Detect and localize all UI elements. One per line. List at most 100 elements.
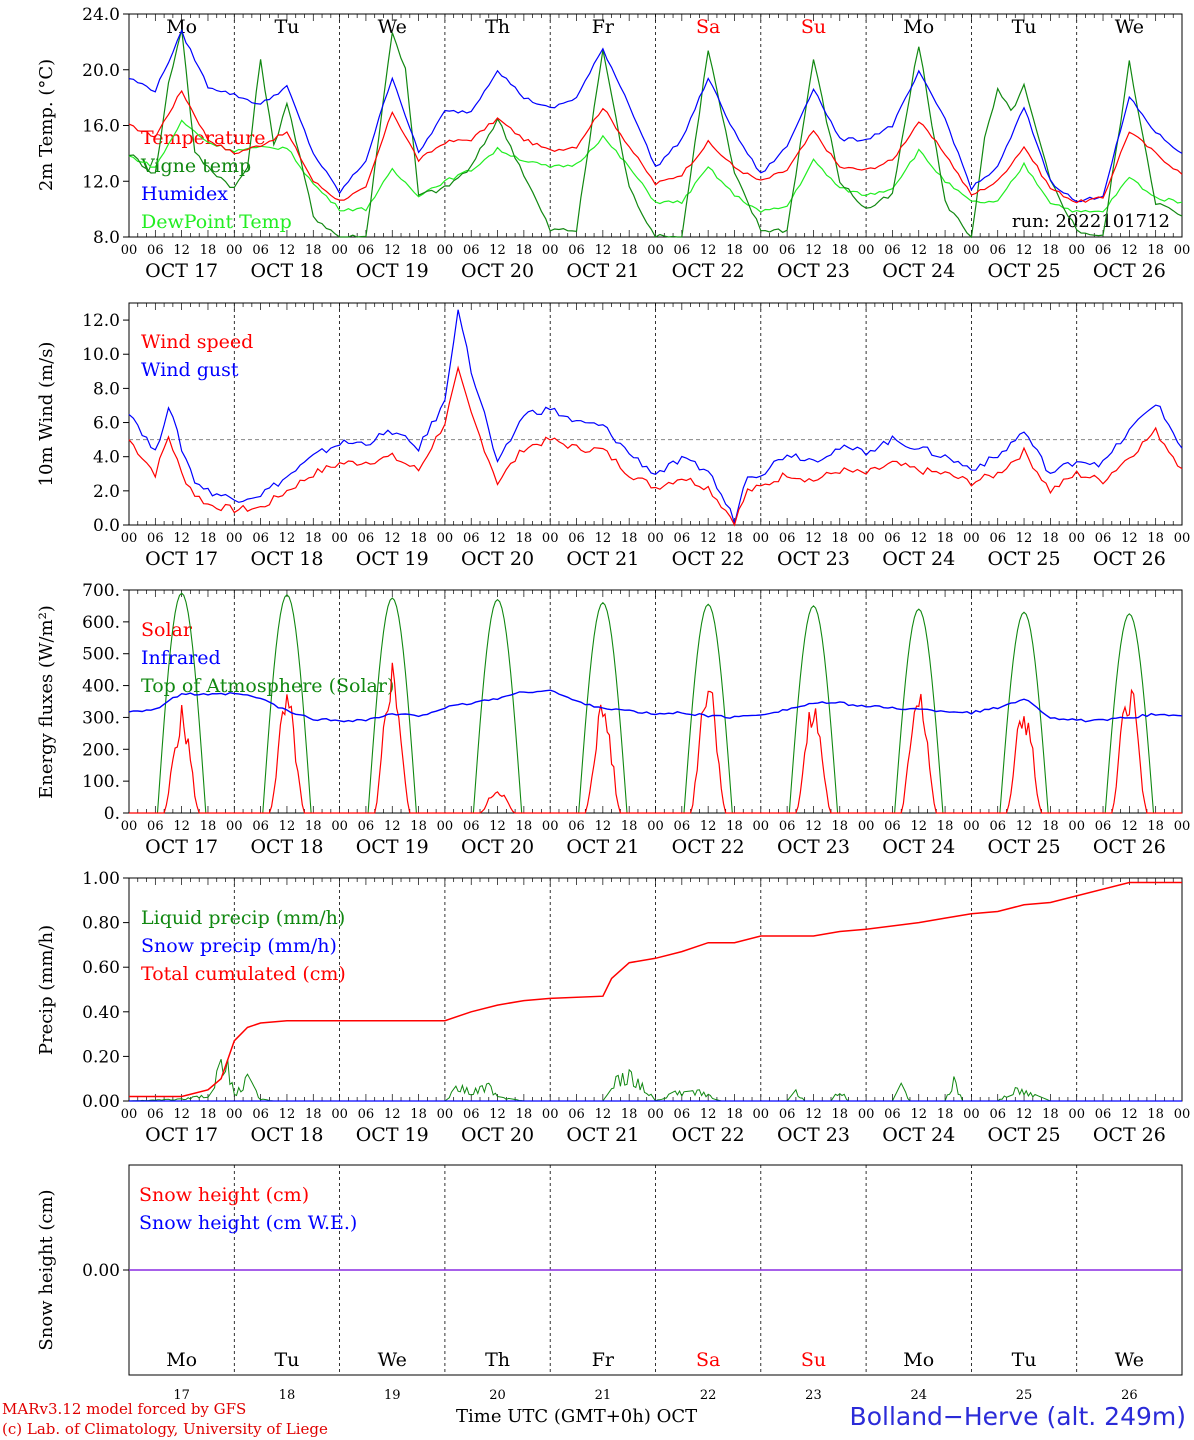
hour-tick-label: 06 <box>568 819 585 834</box>
hour-tick-label: 18 <box>516 243 533 258</box>
hour-tick-label: 06 <box>463 531 480 546</box>
hour-tick-label: 06 <box>884 819 901 834</box>
date-label: OCT 21 <box>566 1124 639 1146</box>
hour-tick-label: 18 <box>832 819 849 834</box>
legend-entry: Wind speed <box>141 331 253 353</box>
date-label: OCT 25 <box>988 548 1061 570</box>
y-tick-label: 24.0 <box>82 5 120 25</box>
y-tick-label: 16.0 <box>82 117 120 137</box>
hour-tick-label: 00 <box>542 1107 559 1122</box>
hour-tick-label: 18 <box>726 1107 743 1122</box>
hour-tick-label: 00 <box>226 819 243 834</box>
hour-tick-label: 00 <box>858 531 875 546</box>
hour-tick-label: 12 <box>910 531 927 546</box>
weekday-label: Tu <box>274 1349 299 1371</box>
day-number-label: 22 <box>700 1388 717 1403</box>
date-label: OCT 17 <box>145 1124 218 1146</box>
hour-tick-label: 12 <box>1016 243 1033 258</box>
hour-tick-label: 00 <box>437 531 454 546</box>
x-axis-label: Time UTC (GMT+0h) OCT <box>456 1406 698 1427</box>
y-tick-label: 8.0 <box>93 379 120 399</box>
weekday-label: Sa <box>696 16 720 38</box>
date-label: OCT 22 <box>672 836 745 858</box>
hour-tick-label: 06 <box>568 531 585 546</box>
hour-tick-label: 00 <box>331 531 348 546</box>
hour-tick-label: 12 <box>595 243 612 258</box>
hour-tick-label: 00 <box>963 819 980 834</box>
hour-tick-label: 00 <box>647 531 664 546</box>
series-line <box>129 881 1182 1098</box>
date-label: OCT 20 <box>461 548 534 570</box>
series-line <box>129 662 1182 814</box>
hour-tick-label: 12 <box>595 531 612 546</box>
date-label: OCT 26 <box>1093 548 1166 570</box>
hour-tick-label: 18 <box>305 819 322 834</box>
hour-tick-label: 06 <box>252 1107 269 1122</box>
day-number-label: 25 <box>1016 1388 1033 1403</box>
y-axis-title: Snow height (cm) <box>36 1189 57 1350</box>
weekday-label: We <box>378 16 407 38</box>
hour-tick-label: 18 <box>726 531 743 546</box>
date-label: OCT 23 <box>777 260 850 282</box>
weekday-label: Mo <box>903 16 934 38</box>
y-tick-label: 20.0 <box>82 61 120 81</box>
series-line <box>128 119 1183 213</box>
hour-tick-label: 12 <box>700 1107 717 1122</box>
hour-tick-label: 18 <box>937 531 954 546</box>
hour-tick-label: 06 <box>674 243 691 258</box>
panel-4: 00 06 12 18 00 06 12 18 00 06 12 18 00 06 12 18 00 06 12 18… <box>36 869 1190 1146</box>
hour-tick-label: 00 <box>121 819 138 834</box>
hour-tick-label: 18 <box>200 819 217 834</box>
hour-tick-label: 18 <box>305 1107 322 1122</box>
run-annotation: run: 2022101712 <box>1012 211 1170 232</box>
y-tick-label: 100. <box>82 772 120 792</box>
hour-tick-label: 00 <box>542 243 559 258</box>
hour-tick-label: 12 <box>384 531 401 546</box>
hour-tick-label: 06 <box>1095 1107 1112 1122</box>
date-label: OCT 21 <box>566 260 639 282</box>
hour-tick-label: 12 <box>700 243 717 258</box>
plot-frame <box>128 13 1183 238</box>
hour-tick-label: 06 <box>147 819 164 834</box>
panel-2: 00 06 12 18 00 06 12 18 00 06 12 18 00 06 12 18 00 06 12 18… <box>36 302 1190 570</box>
legend-entry: Total cumulated (cm) <box>141 963 346 985</box>
hour-tick-label: 00 <box>437 1107 454 1122</box>
hour-tick-label: 12 <box>173 1107 190 1122</box>
series-line <box>128 89 1183 204</box>
date-label: OCT 18 <box>250 1124 323 1146</box>
hour-tick-label: 12 <box>805 819 822 834</box>
weekday-label: Mo <box>903 1349 934 1371</box>
hour-tick-label: 12 <box>384 243 401 258</box>
hour-tick-label: 12 <box>1121 243 1138 258</box>
date-label: OCT 17 <box>145 836 218 858</box>
date-label: OCT 18 <box>250 836 323 858</box>
hour-tick-label: 18 <box>305 531 322 546</box>
hour-tick-label: 12 <box>384 819 401 834</box>
hour-tick-label: 18 <box>516 531 533 546</box>
hour-tick-label: 00 <box>331 243 348 258</box>
weekday-label: Fr <box>592 16 615 38</box>
weekday-label: Fr <box>592 1349 615 1371</box>
hour-tick-label: 06 <box>989 243 1006 258</box>
date-label: OCT 17 <box>145 548 218 570</box>
hour-tick-label: 00 <box>858 819 875 834</box>
panel-5: Snow height (cm) 0.00 Mo 17 Tu 18 We 19 Th 20 Fr 21… <box>36 1164 1183 1403</box>
hour-tick-label: 12 <box>700 819 717 834</box>
hour-tick-label: 18 <box>410 243 427 258</box>
hour-tick-label: 12 <box>595 1107 612 1122</box>
hour-tick-label: 00 <box>542 531 559 546</box>
weekday-label: Tu <box>1012 1349 1037 1371</box>
hour-tick-label: 18 <box>832 1107 849 1122</box>
date-label: OCT 24 <box>882 260 955 282</box>
hour-tick-label: 06 <box>147 1107 164 1122</box>
series-line <box>128 365 1183 527</box>
model-credit: MARv3.12 model forced by GFS <box>2 1400 247 1418</box>
hour-tick-label: 18 <box>832 531 849 546</box>
legend-entry: Infrared <box>141 647 221 669</box>
hour-tick-label: 06 <box>779 243 796 258</box>
hour-tick-label: 00 <box>1174 1107 1191 1122</box>
date-label: OCT 24 <box>882 836 955 858</box>
hour-tick-label: 12 <box>1121 819 1138 834</box>
date-label: OCT 23 <box>777 1124 850 1146</box>
